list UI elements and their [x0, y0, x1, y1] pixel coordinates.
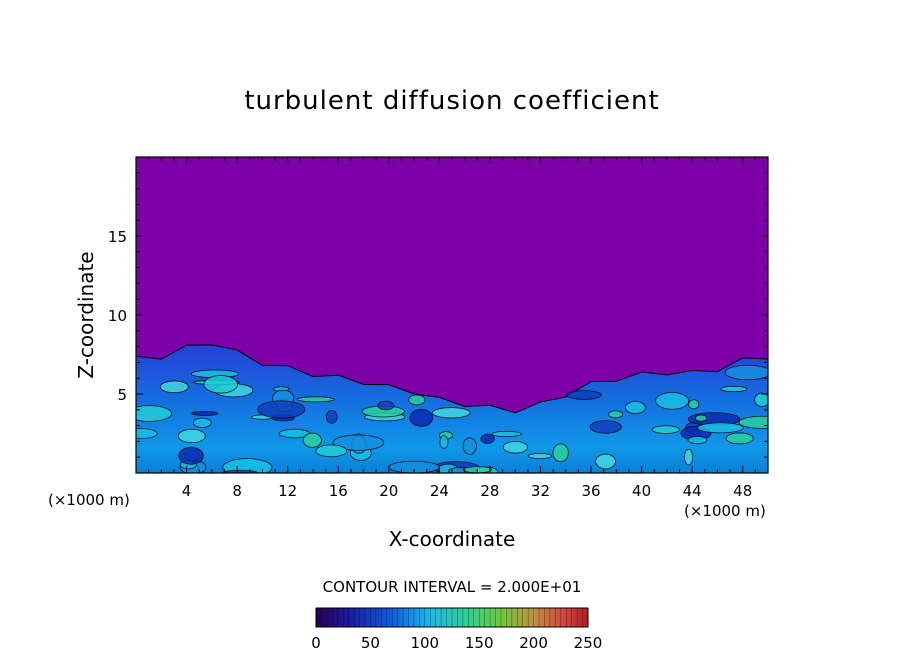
turbulence-patch: [302, 432, 322, 448]
x-tick-label: 40: [632, 482, 651, 500]
turbulence-patch: [408, 394, 426, 406]
turbulence-patch: [136, 428, 158, 440]
turbulence-patch: [688, 399, 700, 410]
x-tick-label: 24: [430, 482, 449, 500]
turbulence-patch: [589, 420, 622, 434]
turbulence-patch: [377, 400, 395, 411]
x-unit-left: (×1000 m): [48, 491, 130, 509]
x-tick-label: 4: [182, 482, 192, 500]
turbulence-patch: [192, 417, 212, 428]
colorbar: 0 50 100 150 200 250: [311, 607, 602, 652]
colorbar-tick-label: 0: [311, 634, 321, 652]
colorbar-tick-label: 150: [465, 634, 494, 652]
turbulence-patch: [191, 410, 219, 416]
x-tick-label: 48: [733, 482, 752, 500]
x-tick-label: 12: [278, 482, 297, 500]
x-axis-ticks: 4 8 12 16 20 24 28 32 36 40 44 48: [148, 157, 756, 500]
turbulence-patch: [332, 434, 385, 451]
x-tick-label: 36: [581, 482, 600, 500]
y-tick-label: 15: [108, 228, 127, 246]
turbulence-patch: [439, 435, 449, 449]
x-tick-label: 8: [232, 482, 242, 500]
turbulence-patch: [431, 407, 471, 419]
turbulent-patches: [136, 364, 768, 473]
x-tick-label: 28: [480, 482, 499, 500]
turbulence-patch: [462, 437, 477, 455]
x-tick-label: 44: [683, 482, 702, 500]
turbulence-patch: [552, 443, 569, 463]
turbulence-patch: [491, 430, 522, 438]
chart-title: turbulent diffusion coefficient: [244, 86, 660, 116]
y-axis-ticks: 5 10 15: [108, 172, 768, 458]
turbulence-patch: [296, 396, 335, 403]
turbulence-patch: [203, 375, 239, 394]
colorbar-tick-label: 100: [410, 634, 439, 652]
turbulence-patch: [566, 390, 602, 400]
turbulence-patch: [624, 401, 646, 415]
contour-interval-label: CONTOUR INTERVAL = 2.000E+01: [323, 578, 582, 596]
turbulence-patch: [687, 435, 708, 445]
turbulence-patch: [738, 415, 768, 429]
x-axis-label: X-coordinate: [389, 527, 516, 551]
turbulence-patch: [315, 444, 348, 458]
y-tick-label: 5: [117, 386, 127, 404]
turbulence-patch: [257, 400, 306, 419]
turbulence-patch: [527, 453, 553, 460]
turbulence-patch: [409, 408, 434, 427]
turbulence-patch: [159, 380, 189, 394]
turbulence-patch: [651, 425, 680, 434]
y-axis-label: Z-coordinate: [74, 251, 98, 378]
turbulence-patch: [754, 392, 768, 407]
turbulence-patch: [694, 414, 708, 422]
turbulence-patch: [177, 428, 206, 444]
colorbar-bands: [315, 608, 589, 627]
x-tick-label: 20: [379, 482, 398, 500]
x-tick-label: 16: [329, 482, 348, 500]
turbulence-patch: [725, 432, 754, 445]
turbulence-patch: [222, 458, 273, 473]
colorbar-tick-labels: 0 50 100 150 200 250: [311, 634, 602, 652]
turbulence-patch: [720, 385, 748, 392]
turbulence-patch: [595, 453, 616, 470]
turbulence-patch: [608, 410, 624, 419]
colorbar-tick-label: 200: [519, 634, 548, 652]
colorbar-tick-label: 50: [361, 634, 380, 652]
turbulence-patch: [136, 405, 172, 422]
colorbar-tick-label: 250: [574, 634, 603, 652]
turbulence-patch: [178, 446, 204, 465]
turbulence-patch: [724, 364, 768, 381]
turbulence-patch: [696, 422, 744, 434]
y-tick-label: 10: [108, 307, 127, 325]
turbulence-patch: [326, 410, 338, 424]
turbulence-patch: [684, 448, 694, 466]
turbulence-patch: [502, 441, 529, 454]
turbulence-patch: [480, 433, 495, 444]
x-tick-label: 32: [531, 482, 550, 500]
x-unit-right: (×1000 m): [684, 502, 766, 520]
turbulence-patch: [655, 392, 690, 410]
